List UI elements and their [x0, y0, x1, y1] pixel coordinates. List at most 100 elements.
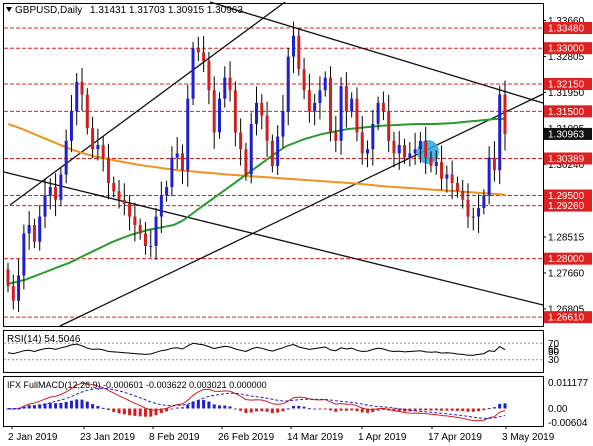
candle-body-14: [80, 81, 84, 95]
candle-body-60: [323, 77, 327, 91]
candle-body-50: [270, 140, 274, 167]
macd-hist-bar-21: [117, 408, 121, 414]
candle-body-9: [54, 187, 58, 200]
candle-body-36: [196, 48, 200, 53]
macd-hist-bar-23: [128, 408, 132, 416]
macd-hist-bar-41: [223, 405, 227, 409]
macd-hist-bar-28: [154, 408, 158, 416]
candle-body-34: [186, 98, 190, 171]
price-tick-label-1: 1.32805: [548, 52, 585, 63]
candle-body-66: [355, 98, 359, 133]
macd-hist-bar-17: [96, 405, 100, 409]
candle-body-6: [38, 216, 42, 242]
candle-body-13: [75, 81, 79, 112]
candle-body-68: [366, 149, 370, 154]
macd-hist-bar-94: [503, 403, 507, 409]
macd-hist-bar-35: [191, 401, 195, 409]
candle-body-78: [418, 140, 422, 150]
chart-menu-icon: [6, 7, 12, 12]
rsi-tick-label-2: 50: [548, 347, 560, 358]
candle-body-45: [244, 149, 248, 175]
candle-body-46: [249, 123, 253, 175]
candle-body-40: [217, 98, 221, 133]
macd-hist-bar-56: [302, 406, 306, 409]
date-axis: 2 Jan 2019 23 Jan 2019 8 Feb 2019 26 Feb 20…: [8, 426, 555, 443]
symbol-label: GBPUSD,Daily: [15, 5, 82, 16]
macd-hist-bar-20: [112, 408, 116, 412]
channel-line-3: [59, 93, 544, 327]
candle-body-94: [503, 94, 507, 135]
rsi-tick-label-3: 30: [548, 355, 560, 366]
macd-hist-bar-13: [75, 399, 79, 409]
macd-hist-bar-78: [418, 408, 422, 411]
candle-body-52: [281, 111, 285, 137]
macd-hist-bar-18: [101, 407, 105, 409]
ohlc-readout: 1.31431 1.31703 1.30915 1.30963: [90, 5, 243, 16]
macd-hist-bar-66: [355, 408, 359, 412]
rsi-panel-frame: [3, 330, 544, 373]
macd-hist-bar-6: [38, 404, 42, 409]
macd-hist-bar-48: [260, 408, 264, 412]
candle-body-87: [466, 199, 470, 217]
macd-hist-bar-82: [440, 408, 444, 411]
candle-body-35: [191, 48, 195, 99]
level-label-1: 1.33000: [548, 44, 585, 55]
candle-body-38: [207, 60, 211, 91]
macd-hist-bar-3: [22, 406, 26, 409]
candle-body-25: [138, 224, 142, 234]
macd-hist-bar-63: [339, 408, 343, 411]
macd-hist-bar-62: [334, 408, 338, 412]
macd-hist-bar-26: [143, 408, 147, 417]
candle-body-73: [392, 140, 396, 154]
macd-hist-bar-73: [392, 408, 396, 412]
candle-body-20: [112, 182, 116, 192]
macd-hist-bar-27: [149, 408, 153, 417]
macd-hist-bar-16: [91, 404, 95, 409]
date-label-2: 8 Feb 2019: [149, 432, 200, 443]
date-label-5: 1 Apr 2019: [358, 432, 407, 443]
candle-body-51: [276, 136, 280, 167]
macd-hist-bar-64: [344, 408, 348, 411]
rsi-line: [7, 342, 506, 356]
level-badge-1: [544, 42, 592, 55]
macd-hist-bar-10: [59, 402, 63, 409]
price-tick-label-8: 1.26805: [548, 304, 585, 315]
macd-tick-label-0: 0.011177: [548, 378, 589, 389]
level-label-6: 1.29260: [548, 201, 585, 212]
candle-body-0: [6, 269, 10, 287]
level-label-3: 1.31500: [548, 107, 585, 118]
date-label-3: 26 Feb 2019: [218, 432, 275, 443]
price-tick-label-4: 1.30240: [548, 160, 585, 171]
macd-hist-bar-34: [186, 404, 190, 409]
candle-body-56: [302, 69, 306, 91]
moving-averages: [7, 117, 506, 285]
macd-hist-bar-14: [80, 399, 84, 409]
level-badge-0: [544, 21, 592, 34]
macd-hist-bar-86: [461, 408, 465, 412]
macd-hist-bar-93: [498, 403, 502, 409]
candle-body-32: [175, 153, 179, 158]
level-badge-4: [544, 152, 592, 165]
macd-hist-bar-47: [255, 408, 258, 412]
date-label-1: 23 Jan 2019: [80, 432, 135, 443]
macd-hist-bar-50: [270, 408, 274, 413]
candle-body-71: [381, 102, 385, 112]
candle-body-61: [329, 77, 333, 133]
level-label-0: 1.33480: [548, 23, 585, 34]
channel-line-2: [3, 171, 544, 306]
candle-body-5: [32, 224, 36, 242]
macd-hist-bar-53: [286, 408, 290, 410]
level-label-5: 1.29500: [548, 191, 585, 202]
candle-body-23: [128, 203, 132, 217]
macd-hist-bar-79: [424, 408, 428, 411]
macd-hist-bar-36: [196, 400, 200, 409]
rsi-tick-label-0: 70: [548, 339, 560, 350]
candle-body-24: [133, 216, 137, 225]
date-label-0: 2 Jan 2019: [8, 432, 58, 443]
level-label-7: 1.28000: [548, 254, 585, 265]
candle-body-43: [233, 90, 237, 133]
macd-hist-bar-69: [371, 408, 375, 413]
macd-panel-frame: [3, 376, 544, 427]
